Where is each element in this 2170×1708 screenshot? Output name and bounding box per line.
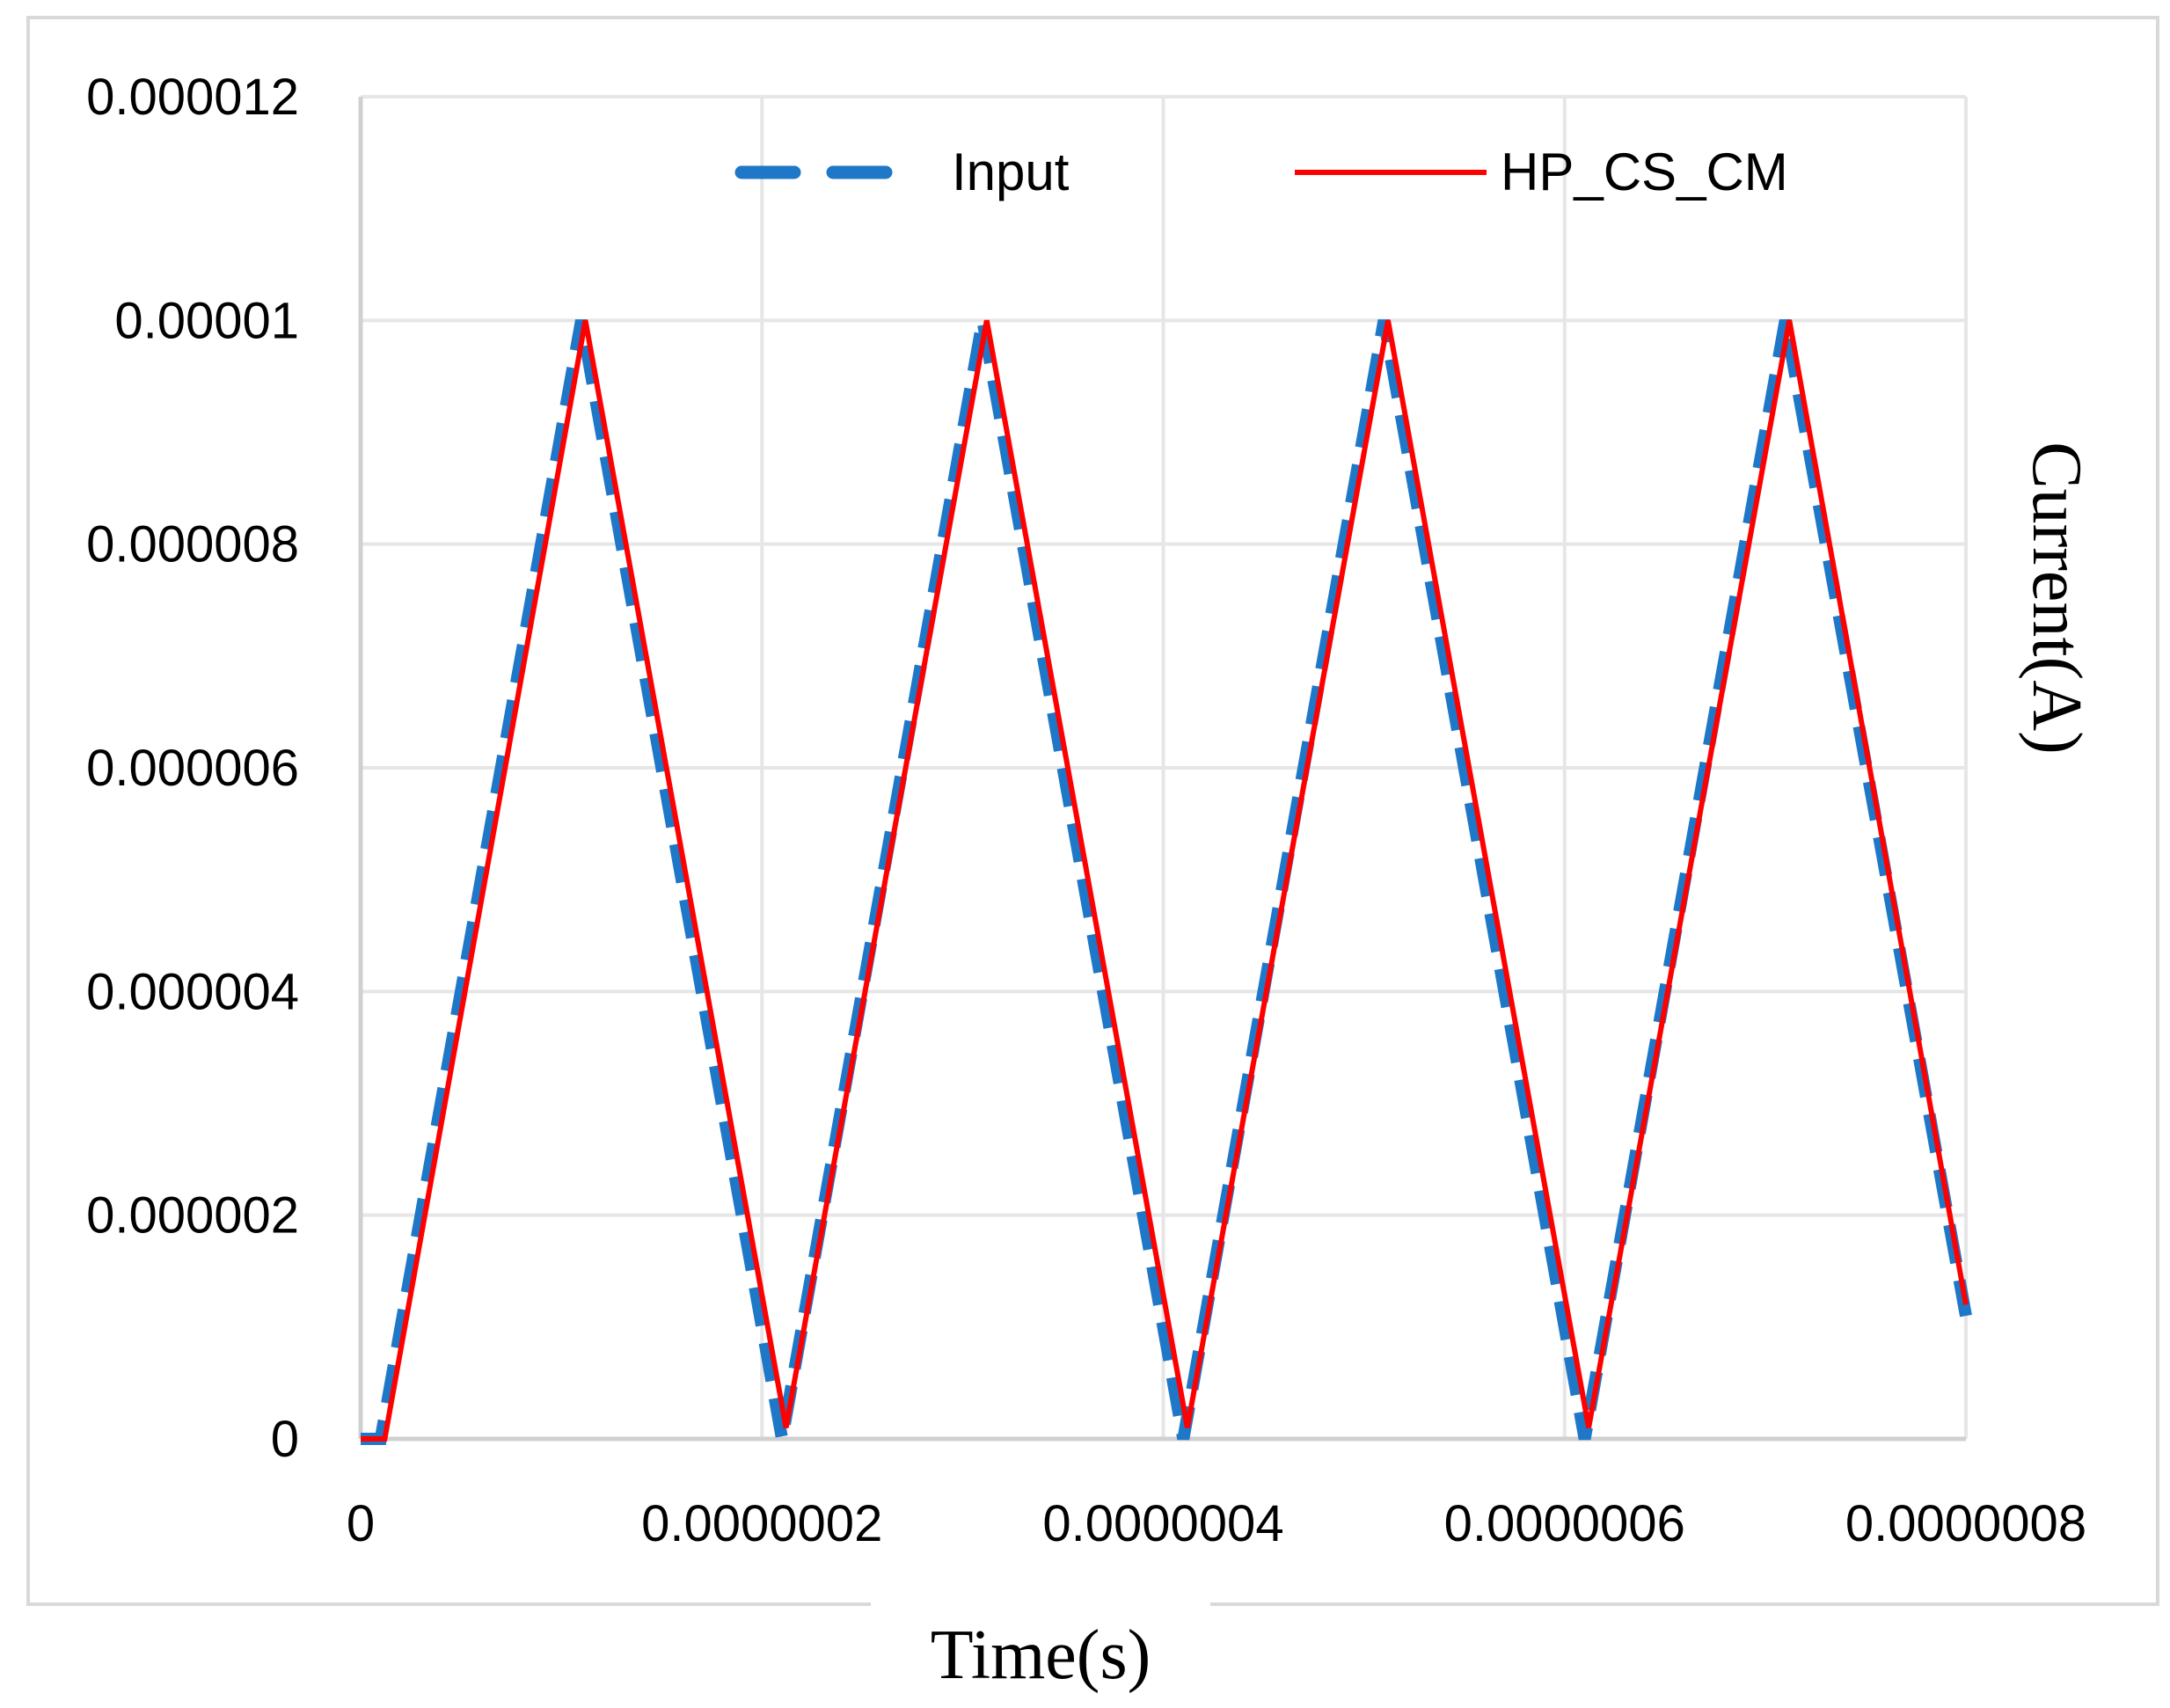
x-tick-labels: 0 0.0000002 0.0000004 0.0000006 0.0000008 (347, 1495, 2086, 1552)
legend-label-hp-cs-cm: HP_CS_CM (1501, 142, 1788, 201)
y-tick-label: 0.000002 (86, 1187, 299, 1245)
y-tick-label: 0.000006 (86, 740, 299, 797)
series-line-hp-cs-cm (361, 319, 1969, 1442)
x-tick-label: 0 (347, 1495, 375, 1552)
y-tick-label: 0.000004 (86, 963, 299, 1020)
axes (358, 97, 1966, 1442)
grid (361, 95, 1968, 1439)
plot-area (361, 319, 1972, 1445)
x-tick-label: 0.0000006 (1444, 1495, 1685, 1552)
x-tick-label: 0.0000002 (641, 1495, 882, 1552)
legend-label-input: Input (952, 142, 1070, 201)
y-tick-label: 0.000008 (86, 516, 299, 573)
legend: Input HP_CS_CM (734, 142, 1788, 201)
y-tick-label: 0.000012 (86, 69, 299, 126)
x-axis-title: Time(s) (931, 1617, 1151, 1694)
series-line-input (361, 319, 1972, 1445)
chart-frame (26, 16, 2159, 1606)
y-axis-title: Current(A) (2018, 442, 2095, 754)
y-tick-label: 0 (271, 1411, 299, 1468)
x-axis-title-background (871, 1594, 1210, 1615)
x-tick-label: 0.0000004 (1042, 1495, 1283, 1552)
y-tick-label: 0.00001 (114, 292, 299, 349)
y-tick-labels: 0 0.000002 0.000004 0.000006 0.000008 0.00001… (86, 69, 299, 1468)
x-tick-label: 0.0000008 (1845, 1495, 2086, 1552)
